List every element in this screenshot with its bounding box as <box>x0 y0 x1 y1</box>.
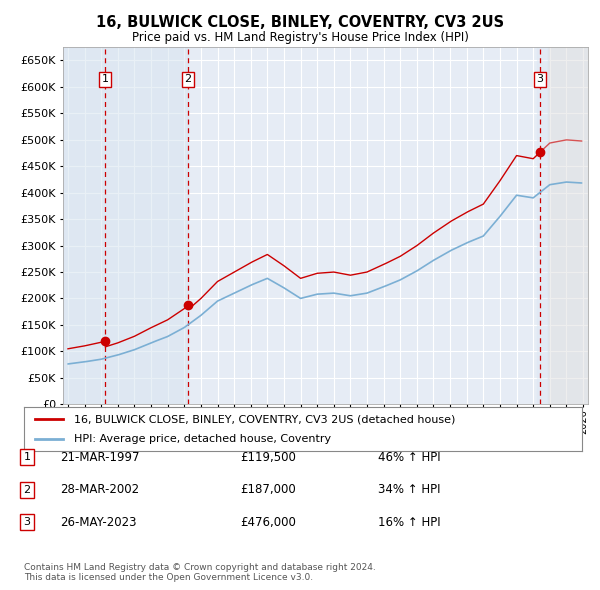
Text: 34% ↑ HPI: 34% ↑ HPI <box>378 483 440 496</box>
Text: 46% ↑ HPI: 46% ↑ HPI <box>378 451 440 464</box>
Text: Contains HM Land Registry data © Crown copyright and database right 2024.
This d: Contains HM Land Registry data © Crown c… <box>24 563 376 582</box>
Text: 16% ↑ HPI: 16% ↑ HPI <box>378 516 440 529</box>
Text: 1: 1 <box>101 74 109 84</box>
Text: £119,500: £119,500 <box>240 451 296 464</box>
Text: 16, BULWICK CLOSE, BINLEY, COVENTRY, CV3 2US (detached house): 16, BULWICK CLOSE, BINLEY, COVENTRY, CV3… <box>74 415 455 424</box>
Text: £476,000: £476,000 <box>240 516 296 529</box>
Bar <box>63 47 188 404</box>
Bar <box>548 47 588 404</box>
Text: Price paid vs. HM Land Registry's House Price Index (HPI): Price paid vs. HM Land Registry's House … <box>131 31 469 44</box>
Text: 21-MAR-1997: 21-MAR-1997 <box>60 451 139 464</box>
Text: 1: 1 <box>23 453 31 462</box>
Text: 16, BULWICK CLOSE, BINLEY, COVENTRY, CV3 2US: 16, BULWICK CLOSE, BINLEY, COVENTRY, CV3… <box>96 15 504 30</box>
Text: 28-MAR-2002: 28-MAR-2002 <box>60 483 139 496</box>
Text: £187,000: £187,000 <box>240 483 296 496</box>
Text: HPI: Average price, detached house, Coventry: HPI: Average price, detached house, Cove… <box>74 434 331 444</box>
Text: 2: 2 <box>23 485 31 494</box>
Bar <box>537 47 548 404</box>
Text: 3: 3 <box>23 517 31 527</box>
Text: 3: 3 <box>536 74 544 84</box>
Text: 2: 2 <box>184 74 191 84</box>
Text: 26-MAY-2023: 26-MAY-2023 <box>60 516 137 529</box>
